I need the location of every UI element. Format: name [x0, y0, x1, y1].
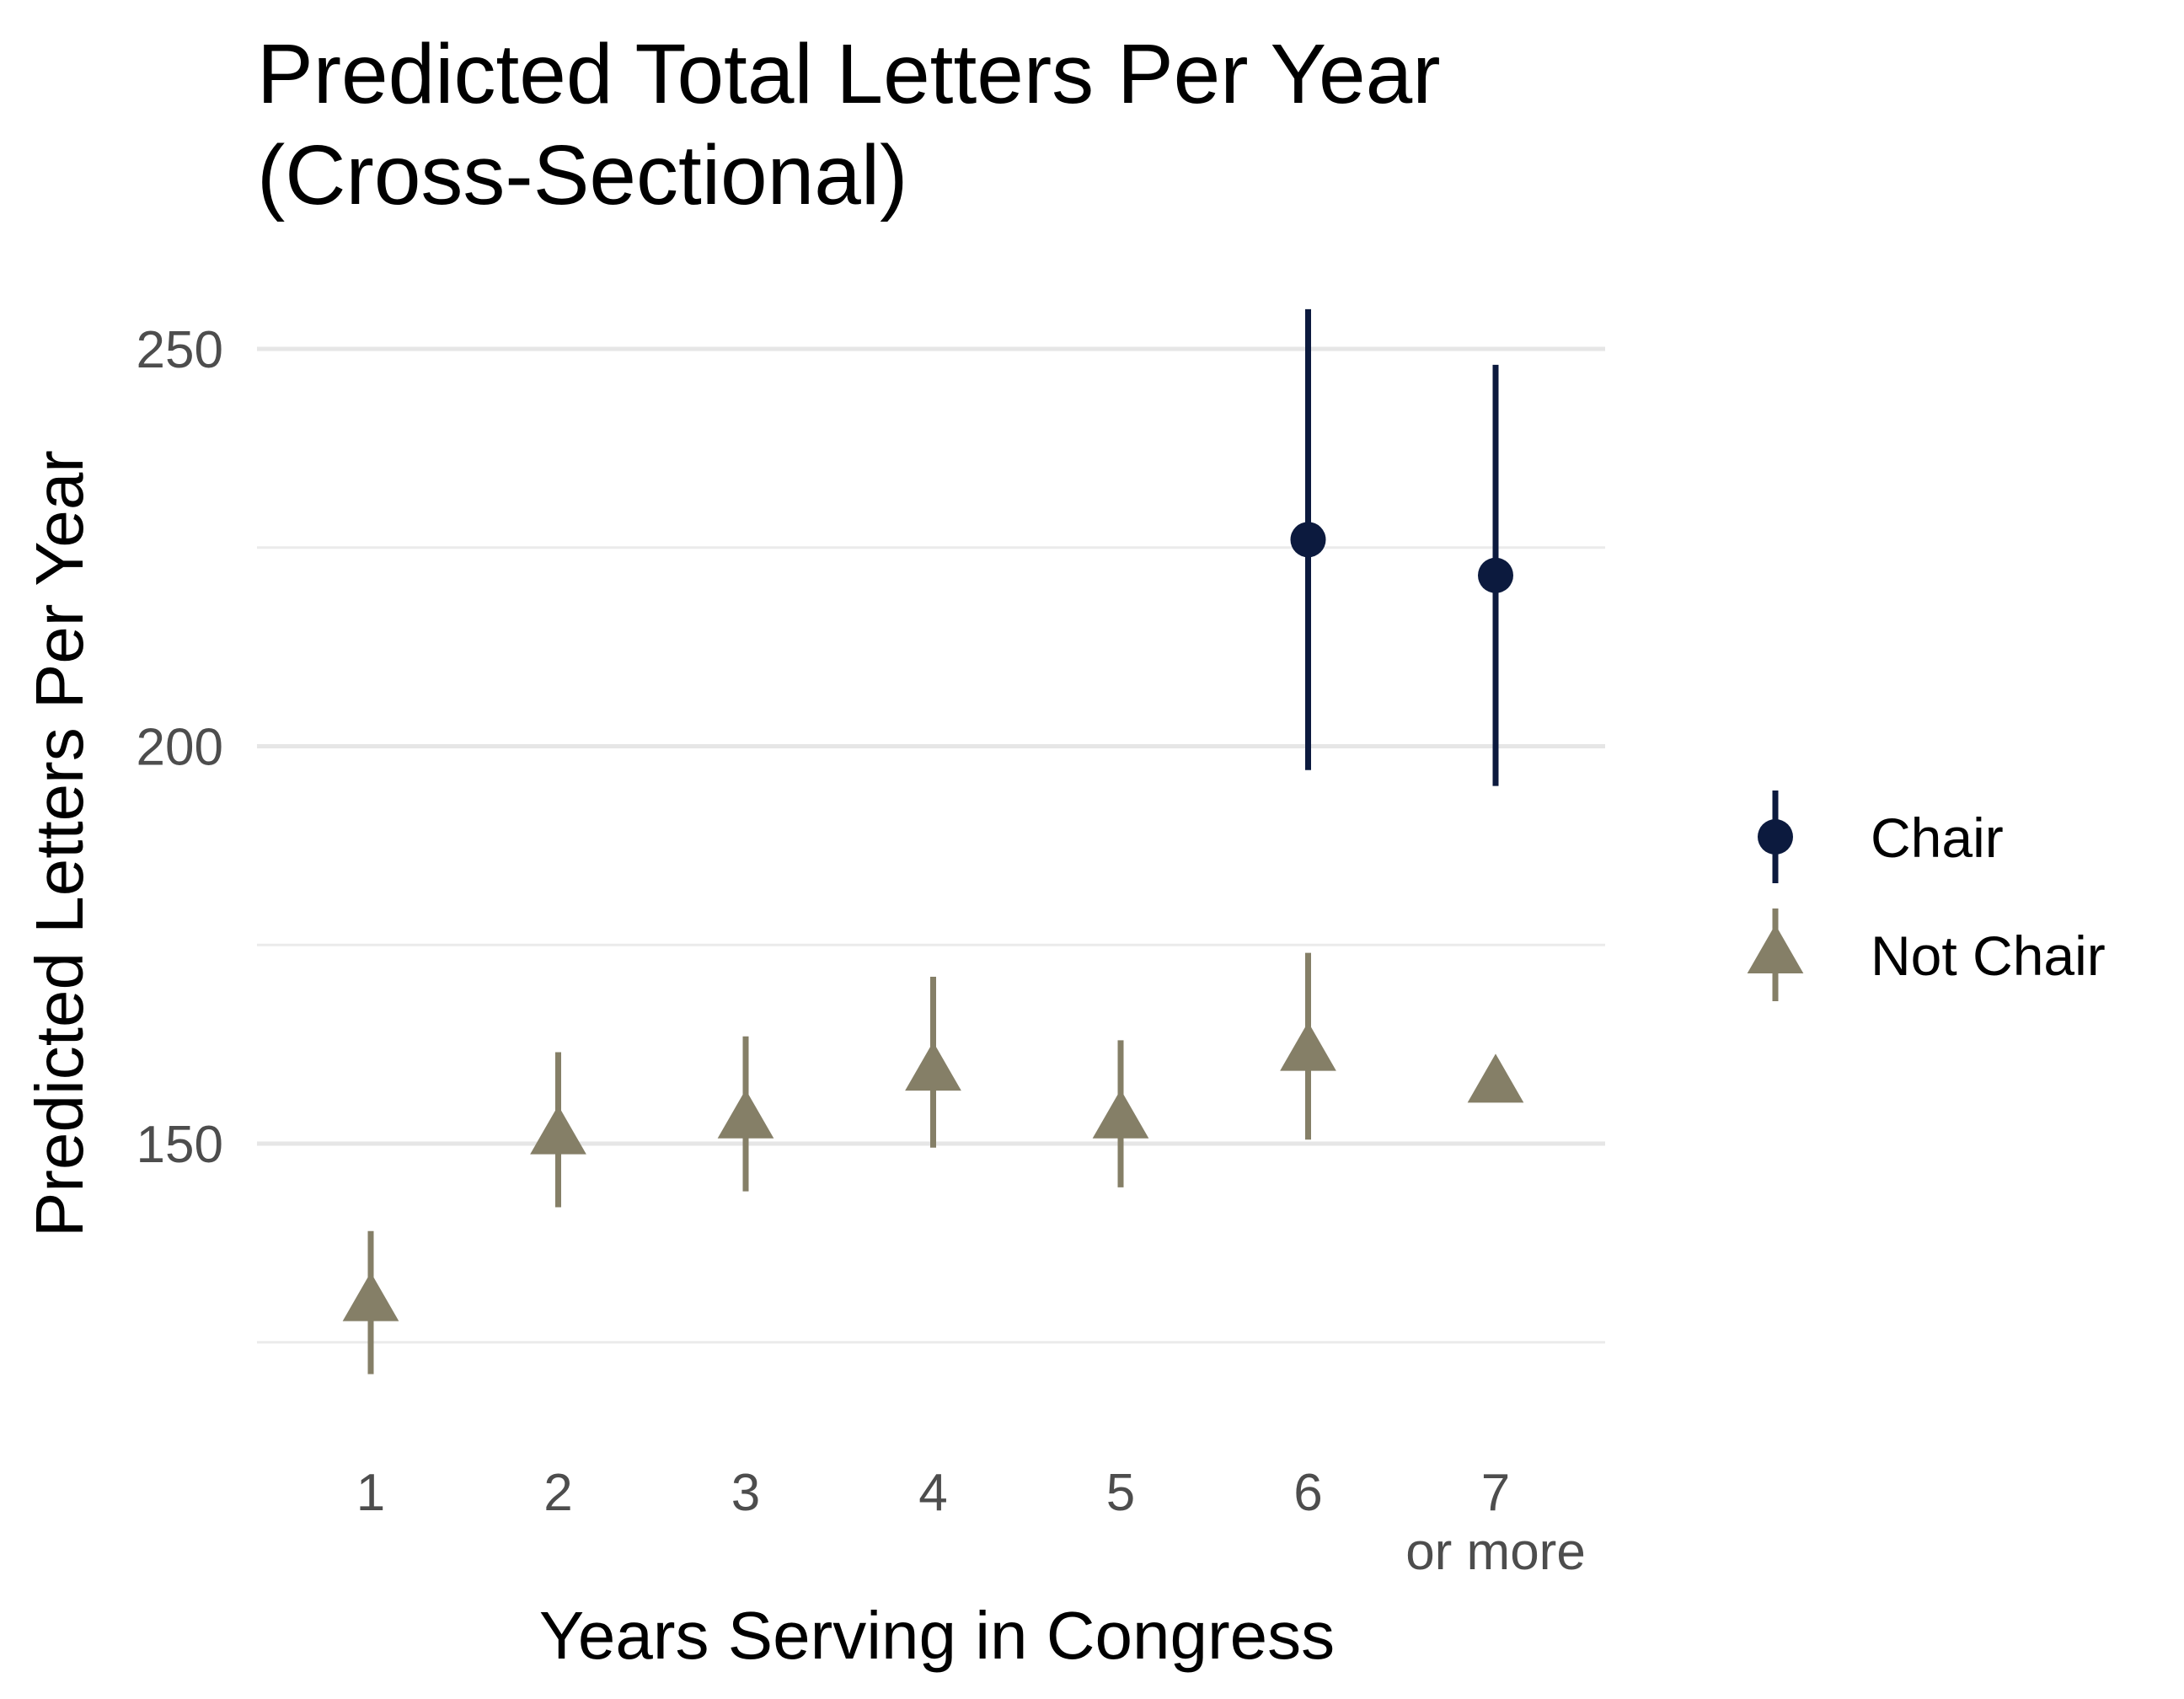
point-marker	[717, 1089, 774, 1139]
legend-key-marker	[1747, 925, 1804, 974]
legend-label: Chair	[1871, 807, 2004, 869]
point-marker	[1290, 522, 1326, 558]
x-tick-label: 4	[918, 1464, 947, 1522]
y-tick-label: 250	[136, 321, 223, 379]
point-marker	[1467, 1053, 1524, 1103]
x-axis-ticks: 1 2 3 4 5 6 7or more	[356, 1464, 1586, 1581]
chart-title-line-2: (Cross-Sectional)	[257, 128, 907, 222]
y-axis-ticks: 150 200 250	[136, 321, 223, 1174]
y-tick-label: 200	[136, 719, 223, 777]
point-marker	[1092, 1089, 1149, 1139]
chart-title-line-1: Predicted Total Letters Per Year	[257, 27, 1441, 121]
point-marker	[530, 1105, 586, 1155]
y-axis-title: Predicted Letters Per Year	[22, 450, 97, 1237]
legend-label: Not Chair	[1871, 925, 2106, 987]
x-tick-label: 1	[356, 1464, 385, 1522]
x-tick-sublabel: or more	[1405, 1523, 1586, 1581]
point-marker	[342, 1272, 399, 1321]
point-marker	[1478, 557, 1513, 593]
y-tick-label: 150	[136, 1116, 223, 1174]
x-tick-label: 7	[1481, 1464, 1510, 1522]
x-tick-label: 3	[731, 1464, 760, 1522]
x-tick-label: 6	[1293, 1464, 1322, 1522]
legend-key-marker	[1758, 819, 1793, 855]
point-marker	[1280, 1021, 1336, 1071]
x-tick-label: 5	[1106, 1464, 1135, 1522]
legend: Chair Not Chair	[1747, 791, 2106, 1001]
data-marks	[342, 308, 1524, 1375]
grid	[257, 346, 1605, 1344]
point-marker	[905, 1042, 961, 1091]
x-axis-title: Years Serving in Congress	[539, 1598, 1335, 1673]
x-tick-label: 2	[543, 1464, 572, 1522]
